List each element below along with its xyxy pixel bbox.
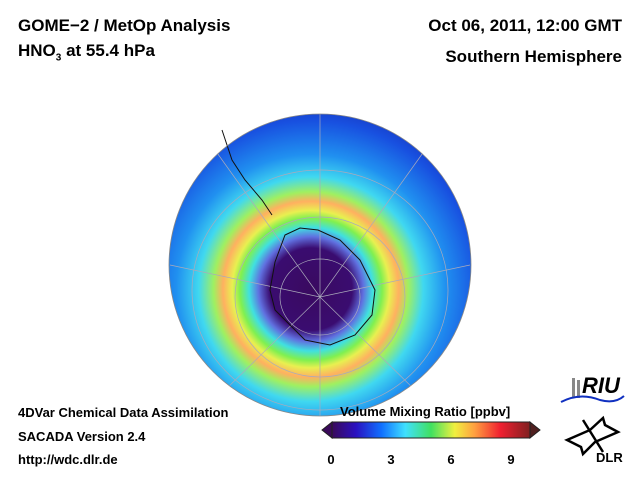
footer-link[interactable]: http://wdc.dlr.de [18, 452, 118, 467]
dlr-logo-text: DLR [596, 450, 623, 465]
colorbar-tick: 3 [387, 452, 395, 467]
colorbar-over-arrow [529, 420, 541, 440]
species-level: HNO3 at 55.4 hPa [18, 41, 155, 63]
riu-logo-text: RIU [582, 373, 620, 398]
footer-line-1: 4DVar Chemical Data Assimilation [18, 405, 229, 420]
region: Southern Hemisphere [445, 47, 622, 66]
dlr-logo [564, 415, 621, 457]
coastlines [221, 129, 376, 346]
colorbar-gradient [331, 421, 531, 439]
species: HNO [18, 41, 56, 60]
map-title: GOME−2 / MetOp Analysis [18, 16, 231, 35]
graticule [169, 114, 471, 416]
colorbar-under-arrow [321, 420, 333, 440]
species-subscript: 3 [55, 52, 62, 64]
colorbar-tick: 0 [327, 452, 335, 467]
datetime: Oct 06, 2011, 12:00 GMT [428, 16, 622, 35]
footer-line-2: SACADA Version 2.4 [18, 429, 146, 444]
riu-logo [560, 378, 625, 403]
colorbar-tick: 9 [507, 452, 515, 467]
pressure-level: at 55.4 hPa [61, 41, 155, 60]
colorbar-tick: 6 [447, 452, 455, 467]
colorbar [321, 420, 541, 440]
colorbar-label: Volume Mixing Ratio [ppbv] [340, 404, 511, 419]
